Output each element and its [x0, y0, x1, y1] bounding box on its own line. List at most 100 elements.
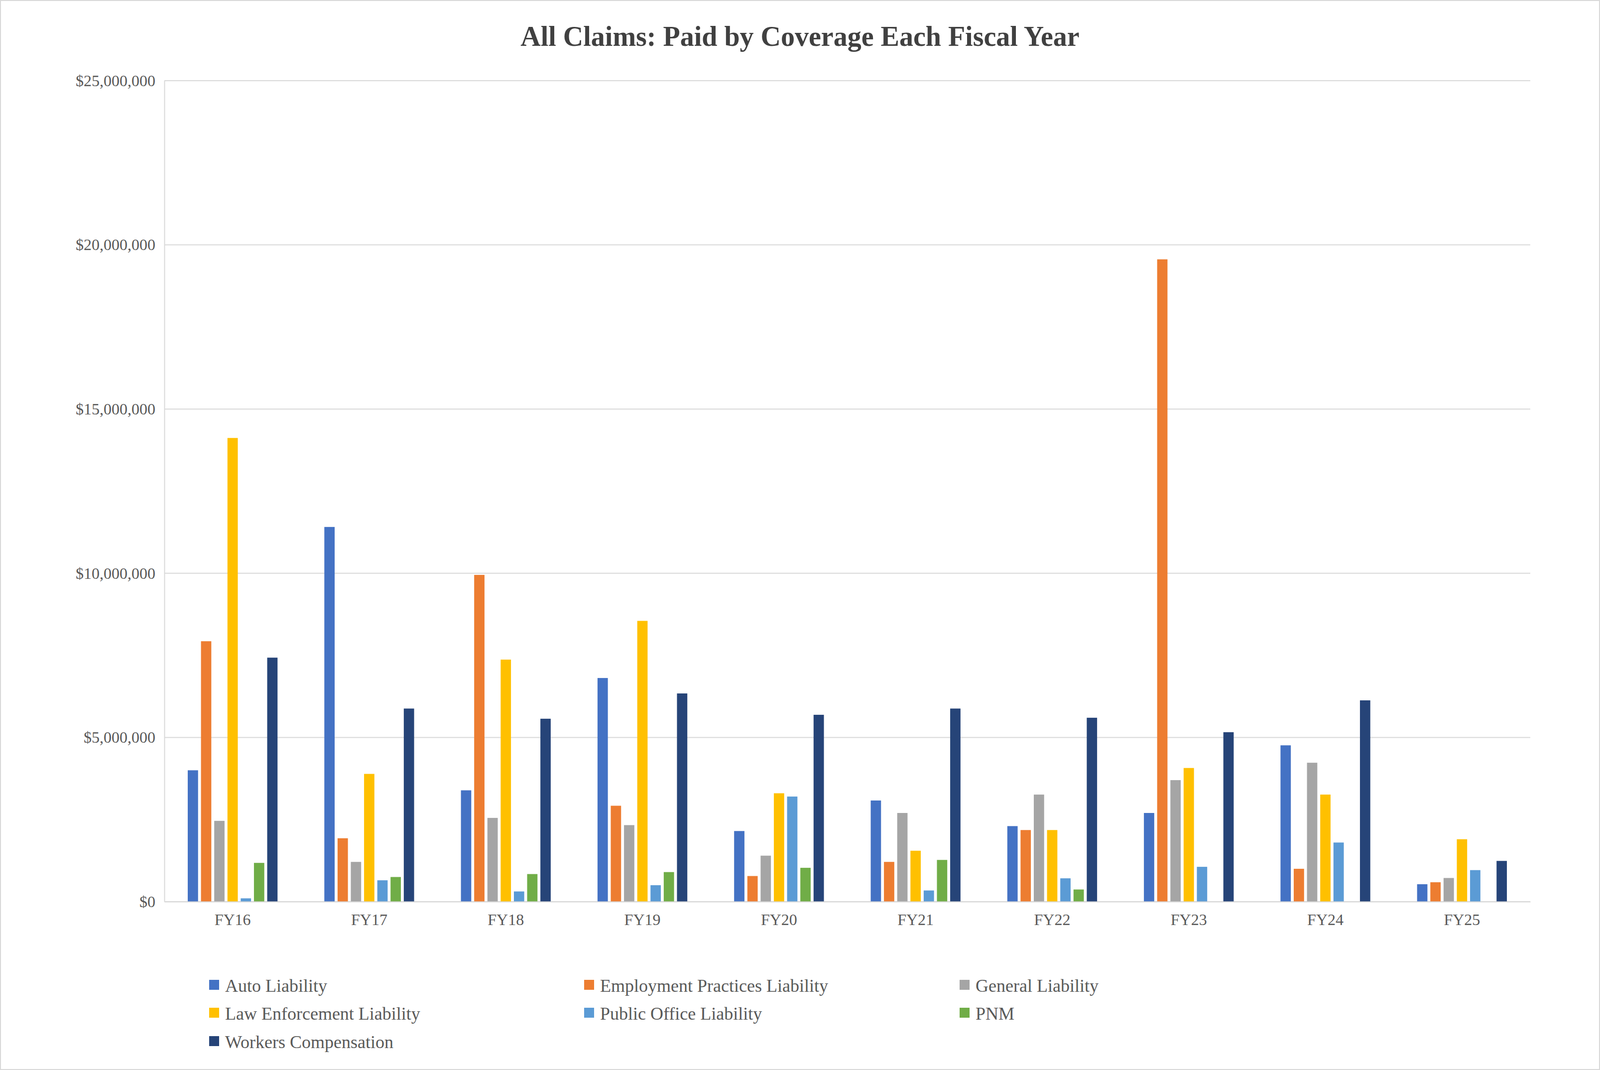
series [267, 657, 1507, 902]
y-tick: $10,000,000 [75, 564, 165, 583]
series [201, 259, 1441, 902]
x-tick-label: FY20 [760, 910, 798, 929]
grid-line [164, 572, 1531, 574]
series [240, 796, 1480, 902]
x-tick-label: FY18 [487, 910, 524, 929]
bar [1470, 869, 1481, 902]
bar [747, 875, 758, 902]
grid-line [164, 80, 1531, 82]
x-tick-label: FY17 [351, 910, 388, 929]
bar [734, 830, 745, 902]
bar [1280, 744, 1291, 902]
bar [364, 773, 375, 902]
x-tick: FY16 [214, 901, 251, 929]
legend-label: Employment Practices Liability [600, 975, 829, 996]
bar [227, 437, 239, 902]
bar [1086, 717, 1098, 902]
legend-label: Law Enforcement Liability [225, 1003, 421, 1024]
series [214, 762, 1454, 902]
y-tick-label: $0 [139, 892, 156, 911]
y-tick-label: $5,000,000 [83, 728, 156, 746]
bar [676, 693, 688, 902]
series [187, 526, 1428, 902]
legend-label: General Liability [975, 975, 1099, 996]
bars [187, 259, 1507, 902]
x-tick-label: FY25 [1443, 910, 1480, 929]
legend-swatch [209, 979, 220, 990]
legend-swatch [959, 1007, 970, 1018]
legend-item: Employment Practices Liability [584, 975, 829, 996]
bar [897, 812, 908, 902]
bar [324, 526, 335, 902]
x-tick-label: FY23 [1170, 910, 1208, 929]
bar [813, 714, 825, 902]
grid-line [164, 408, 1531, 410]
bar [1007, 825, 1018, 902]
bar [540, 718, 551, 902]
y-tick-label: $10,000,000 [75, 564, 156, 583]
plot: $0$5,000,000$10,000,000$15,000,000$20,00… [75, 71, 1531, 929]
bar [1359, 700, 1371, 902]
bar [390, 876, 401, 902]
legend-item: Workers Compensation [209, 1031, 394, 1052]
legend-swatch [584, 1007, 595, 1018]
y-tick-label: $25,000,000 [75, 71, 156, 90]
x-tick-label: FY19 [624, 910, 661, 929]
legend-label: PNM [975, 1003, 1015, 1024]
x-tick-label: FY22 [1033, 910, 1071, 929]
bar [1157, 259, 1168, 902]
bar [610, 805, 621, 902]
bar [663, 871, 675, 902]
bar [240, 897, 251, 902]
bar [883, 861, 895, 902]
legend-item: Public Office Liability [584, 1003, 762, 1024]
bar [377, 879, 388, 902]
bar [800, 867, 811, 902]
bar [936, 859, 948, 902]
bar [773, 792, 785, 902]
legend-item: Law Enforcement Liability [209, 1003, 421, 1024]
y-tick-label: $20,000,000 [75, 235, 156, 254]
legend-swatch [209, 1035, 220, 1046]
bar [350, 861, 362, 902]
x-axis-line [164, 901, 1531, 903]
bar [1293, 868, 1305, 902]
legend-item: General Liability [959, 975, 1099, 996]
y-tick: $0 [139, 892, 165, 911]
legend-swatch [959, 979, 970, 990]
bar [527, 873, 538, 902]
x-tick: FY18 [487, 901, 524, 929]
y-axis-line [164, 81, 166, 902]
bar [1033, 794, 1045, 902]
x-tick: FY17 [351, 901, 388, 929]
bar [787, 796, 798, 902]
x-tick-label: FY21 [897, 910, 934, 929]
legend-swatch [209, 1007, 220, 1018]
x-tick: FY23 [1170, 901, 1208, 929]
bar [487, 817, 498, 902]
x-tick-label: FY24 [1307, 910, 1344, 929]
bar [597, 677, 609, 902]
bar [1443, 877, 1455, 902]
grid-line [164, 244, 1531, 246]
chart: All Claims: Paid by Coverage Each Fiscal… [0, 0, 1600, 1070]
x-tick: FY24 [1307, 901, 1344, 929]
bar [910, 850, 921, 902]
legend-item: Auto Liability [209, 975, 328, 996]
bar [1196, 866, 1208, 902]
legend-item: PNM [959, 1003, 1015, 1024]
bar [870, 800, 881, 902]
bar [187, 769, 199, 902]
bar [623, 824, 635, 902]
bar [1060, 877, 1071, 902]
bar [760, 855, 771, 902]
bar [1320, 794, 1331, 902]
bar [253, 862, 265, 902]
title: All Claims: Paid by Coverage Each Fiscal… [520, 20, 1080, 52]
bar [1417, 883, 1428, 902]
legend-label: Public Office Liability [600, 1003, 762, 1024]
y-axis: $0$5,000,000$10,000,000$15,000,000$20,00… [75, 71, 165, 911]
legend-swatch [584, 979, 595, 990]
bar [1223, 732, 1234, 902]
bar [1496, 860, 1507, 902]
